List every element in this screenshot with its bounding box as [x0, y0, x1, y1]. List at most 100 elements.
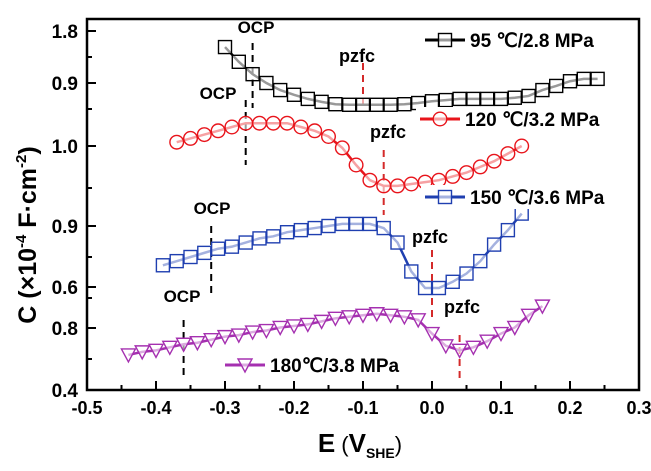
y-tick-label: 0.9 [52, 74, 78, 95]
square-marker [307, 220, 322, 236]
ocp-label: OCP [238, 18, 275, 37]
triangle-marker [120, 348, 137, 364]
pzfc-label: pzfc [370, 122, 406, 142]
square-marker [404, 264, 419, 279]
triangle-marker [189, 336, 206, 352]
ocp-label: OCP [194, 199, 231, 218]
square-marker [521, 88, 536, 104]
x-tick-label: -0.1 [347, 398, 378, 418]
square-marker [562, 74, 578, 89]
triangle-marker [147, 343, 165, 359]
pzfc-label: pzfc [444, 297, 480, 317]
square-marker [321, 218, 336, 234]
square-marker [169, 253, 184, 269]
x-tick-label: -0.3 [209, 398, 240, 418]
legend-entry: 120 ℃/3.2 MPa [416, 107, 622, 131]
square-marker [362, 216, 378, 232]
x-tick-label: 0.2 [557, 398, 582, 418]
square-marker [245, 66, 260, 82]
circle-marker [224, 119, 240, 135]
square-marker [437, 189, 453, 205]
circle-marker [182, 130, 198, 146]
square-marker [473, 253, 488, 269]
x-tick-label: 0.3 [626, 398, 651, 418]
square-marker [314, 94, 329, 110]
series-2 [155, 206, 529, 296]
triangle-marker [313, 314, 330, 330]
square-marker [183, 249, 198, 265]
triangle-marker [161, 340, 178, 356]
triangle-marker [216, 329, 234, 346]
triangle-marker [299, 317, 316, 333]
series-3 [120, 299, 551, 364]
square-marker [217, 39, 233, 55]
square-marker [266, 229, 281, 244]
y-tick-label: 0.9 [52, 217, 78, 238]
square-marker [210, 241, 226, 256]
x-axis-label: E (VSHE) [318, 428, 402, 461]
triangle-marker [506, 320, 523, 336]
circle-marker [251, 115, 267, 131]
triangle-marker [437, 339, 454, 355]
x-tick-label: -0.4 [140, 398, 171, 418]
square-marker [224, 239, 240, 254]
circle-marker [472, 159, 488, 175]
circle-marker [334, 140, 350, 156]
square-marker [390, 235, 405, 250]
square-marker [500, 222, 516, 238]
triangle-marker [451, 343, 468, 359]
square-marker [590, 71, 605, 87]
square-marker [300, 91, 315, 107]
triangle-marker [134, 345, 151, 361]
circle-marker [279, 115, 295, 131]
square-marker [328, 97, 343, 112]
legend-label: 120 ℃/3.2 MPa [465, 110, 600, 131]
legend-entry: 180℃/3.8 MPa [221, 353, 401, 377]
triangle-marker [285, 319, 303, 335]
square-marker [514, 206, 529, 221]
square-marker [342, 97, 357, 112]
triangle-marker [479, 334, 496, 350]
circle-marker [362, 172, 378, 188]
square-marker [576, 71, 591, 87]
triangle-marker [203, 332, 220, 349]
square-marker [273, 82, 288, 98]
square-marker [397, 97, 412, 112]
circle-marker [196, 127, 212, 143]
plot-frame [85, 17, 641, 392]
square-marker [507, 90, 522, 105]
x-tick-label: -0.2 [278, 398, 309, 418]
square-marker [549, 78, 564, 94]
triangle-marker [368, 307, 385, 323]
square-marker [424, 94, 440, 109]
square-marker [355, 97, 371, 112]
square-marker [369, 97, 384, 112]
square-marker [493, 91, 509, 107]
triangle-marker [423, 326, 441, 343]
square-marker [438, 92, 453, 108]
square-marker [376, 220, 391, 236]
pzfc-label: pzfc [339, 46, 375, 66]
square-marker [431, 280, 447, 296]
circle-marker [486, 153, 502, 169]
square-marker [293, 222, 309, 238]
circle-marker [431, 172, 447, 188]
y-tick-label: 1.0 [52, 137, 78, 158]
series-0 [217, 39, 605, 112]
square-marker [486, 237, 502, 252]
square-marker [348, 216, 364, 232]
circle-marker [307, 123, 323, 139]
square-marker [335, 216, 350, 232]
triangle-marker [341, 310, 358, 326]
triangle-marker [465, 340, 482, 356]
circle-marker [432, 111, 448, 127]
legend-label: 180℃/3.8 MPa [270, 356, 400, 377]
pzfc-label: pzfc [412, 227, 448, 247]
square-marker [197, 245, 212, 261]
y-tick-label: 0.6 [52, 278, 78, 299]
circle-marker [169, 134, 185, 150]
square-marker [252, 231, 267, 246]
legend-label: 95 ℃/2.8 MPa [470, 31, 594, 52]
